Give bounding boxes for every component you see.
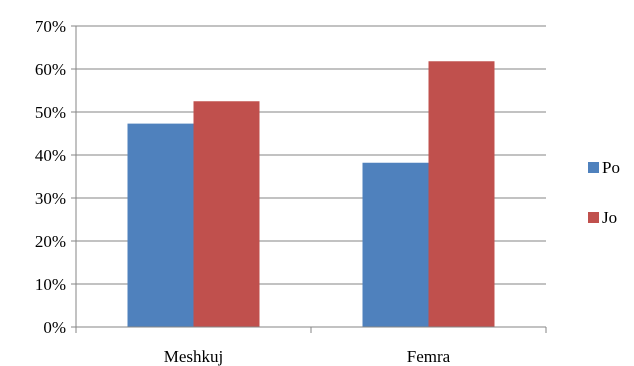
y-tick-label: 0%: [43, 318, 66, 337]
legend-label-jo: Jo: [602, 208, 617, 227]
y-tick-label: 10%: [35, 275, 66, 294]
y-tick-label: 50%: [35, 103, 66, 122]
y-tick-label: 20%: [35, 232, 66, 251]
bars: [127, 61, 495, 327]
y-tick-label: 70%: [35, 17, 66, 36]
y-tick-label: 60%: [35, 60, 66, 79]
y-tick-label: 30%: [35, 189, 66, 208]
bar-jo-femra: [428, 61, 495, 327]
legend-label-po: Po: [602, 158, 620, 177]
bar-po-meshkuj: [127, 123, 194, 327]
axes: [71, 25, 547, 333]
x-axis-category-labels: Meshkuj Femra: [164, 347, 451, 366]
x-category-label: Femra: [407, 347, 451, 366]
x-category-label: Meshkuj: [164, 347, 224, 366]
y-axis-tick-labels: 0% 10% 20% 30% 40% 50% 60% 70%: [35, 17, 66, 337]
legend: Po Jo: [588, 158, 620, 227]
y-tick-label: 40%: [35, 146, 66, 165]
bar-jo-meshkuj: [193, 101, 260, 327]
bar-po-femra: [362, 162, 429, 327]
legend-swatch-jo: [588, 212, 599, 223]
legend-swatch-po: [588, 162, 599, 173]
